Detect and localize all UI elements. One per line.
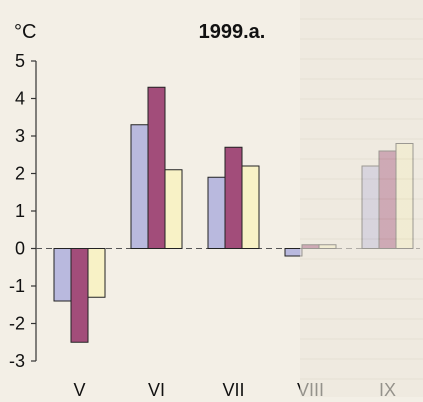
x-category-label: VII	[222, 380, 244, 397]
y-tick-label: -3	[9, 351, 25, 371]
bar-VII-series-3	[241, 165, 260, 249]
bar-VI-series-1	[130, 124, 149, 249]
y-tick-label: 0	[15, 239, 25, 259]
y-axis-unit-label: °C	[14, 21, 36, 43]
bar-V-series-1	[53, 248, 72, 302]
y-tick-label: -1	[9, 276, 25, 296]
x-category-label: V	[73, 380, 85, 397]
bar-V-series-2	[70, 248, 89, 343]
bar-VII-series-1	[207, 176, 226, 249]
y-tick-label: 3	[15, 126, 25, 146]
bar-VI-series-3	[164, 169, 183, 249]
x-category-label: VI	[148, 380, 165, 397]
background-text-texture	[300, 0, 423, 397]
bar-VII-series-2	[224, 146, 243, 249]
bar-VI-series-2	[147, 86, 166, 249]
bar-V-series-3	[87, 248, 106, 298]
y-tick-label: 1	[15, 201, 25, 221]
y-tick-label: 5	[15, 51, 25, 71]
y-tick-label: -2	[9, 314, 25, 334]
chart-title: 1999.a.	[199, 21, 266, 43]
y-tick-label: 4	[15, 89, 25, 109]
y-tick-label: 2	[15, 164, 25, 184]
